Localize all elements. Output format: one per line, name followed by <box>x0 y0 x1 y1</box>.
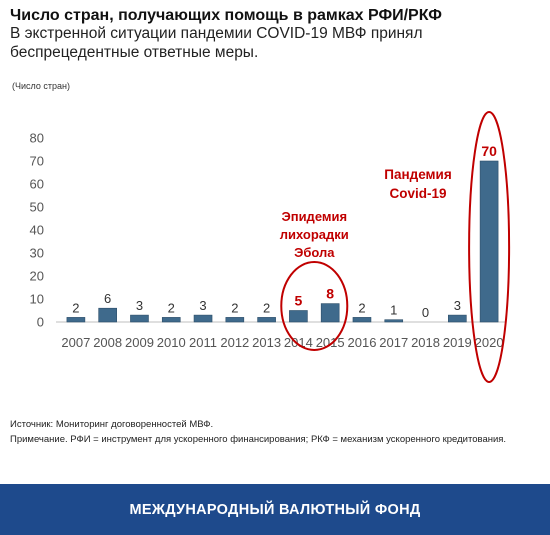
x-axis: 2007 2008 2009 2010 2011 2012 2013 2014 2015 2016… <box>61 335 503 350</box>
y-tick-label: 0 <box>37 315 44 330</box>
bar <box>98 307 117 323</box>
bar <box>161 317 181 323</box>
bar <box>384 319 404 323</box>
covid-annotation-line: Covid-19 <box>389 186 446 201</box>
bar-value-label: 2 <box>168 300 175 315</box>
y-tick-label: 50 <box>30 200 44 215</box>
bar-value-label: 3 <box>199 298 206 313</box>
x-tick-label: 2018 <box>411 335 440 350</box>
bar-value-label: 0 <box>422 305 429 320</box>
bar-value-labels: 2 6 3 2 3 2 2 5 8 2 1 0 3 70 <box>72 143 497 320</box>
unit-label: (Число стран) <box>12 81 70 91</box>
bar <box>193 314 213 323</box>
imf-footer: МЕЖДУНАРОДНЫЙ ВАЛЮТНЫЙ ФОНД <box>0 484 550 535</box>
x-tick-label: 2019 <box>443 335 472 350</box>
bar <box>130 314 149 323</box>
bar <box>352 317 372 323</box>
x-tick-label: 2007 <box>61 335 90 350</box>
bar-value-label: 8 <box>326 286 334 302</box>
covid-highlight-ellipse <box>468 111 511 383</box>
chart-subtitle: В экстренной ситуации пандемии COVID-19 … <box>10 25 423 61</box>
bar-value-label: 2 <box>231 300 238 315</box>
x-tick-label: 2014 <box>284 335 313 350</box>
bar-value-label: 3 <box>454 298 461 313</box>
bars <box>66 160 499 323</box>
source-note: Источник: Мониторинг договоренностей МВФ… <box>10 419 214 430</box>
chart-title: Число стран, получающих помощь в рамках … <box>10 7 442 24</box>
bar <box>479 160 499 323</box>
bar-value-label: 2 <box>358 300 365 315</box>
bar-value-label: 6 <box>104 291 111 306</box>
x-tick-label: 2011 <box>189 335 217 350</box>
bar <box>257 317 276 323</box>
x-tick-label: 2015 <box>316 335 345 350</box>
ebola-annotation-line: Эпидемия <box>281 209 347 224</box>
covid-annotation-line: Пандемия <box>384 167 451 182</box>
ebola-annotation-line: лихорадки <box>280 227 349 242</box>
x-tick-label: 2012 <box>220 335 249 350</box>
bar-value-label: 2 <box>263 300 270 315</box>
annotations: Эпидемия лихорадки Эбола Пандемия Covid-19 <box>280 111 511 383</box>
bar <box>66 317 86 323</box>
bar-value-label: 5 <box>294 293 302 309</box>
y-tick-label: 10 <box>30 292 44 307</box>
bar <box>448 314 467 323</box>
y-tick-label: 20 <box>30 269 44 284</box>
bar-value-label: 2 <box>72 300 79 315</box>
ebola-annotation-line: Эбола <box>294 245 335 260</box>
bar-value-label: 70 <box>481 143 497 159</box>
x-tick-label: 2017 <box>379 335 408 350</box>
y-tick-label: 70 <box>30 154 44 169</box>
x-tick-label: 2009 <box>125 335 154 350</box>
bar <box>225 317 245 323</box>
bar-value-label: 3 <box>136 298 143 313</box>
x-tick-label: 2016 <box>348 335 377 350</box>
y-tick-label: 60 <box>30 177 44 192</box>
ebola-highlight-ellipse <box>280 261 349 351</box>
y-tick-label: 30 <box>30 246 44 261</box>
x-tick-label: 2008 <box>93 335 122 350</box>
x-tick-label: 2020 <box>475 335 504 350</box>
x-tick-label: 2010 <box>157 335 186 350</box>
bar <box>289 310 308 323</box>
bar-value-label: 1 <box>390 303 397 318</box>
x-tick-label: 2013 <box>252 335 281 350</box>
y-tick-label: 40 <box>30 223 44 238</box>
bar <box>320 303 340 323</box>
abbreviation-note: Примечание. РФИ = инструмент для ускорен… <box>10 434 507 445</box>
y-tick-label: 80 <box>30 131 44 146</box>
